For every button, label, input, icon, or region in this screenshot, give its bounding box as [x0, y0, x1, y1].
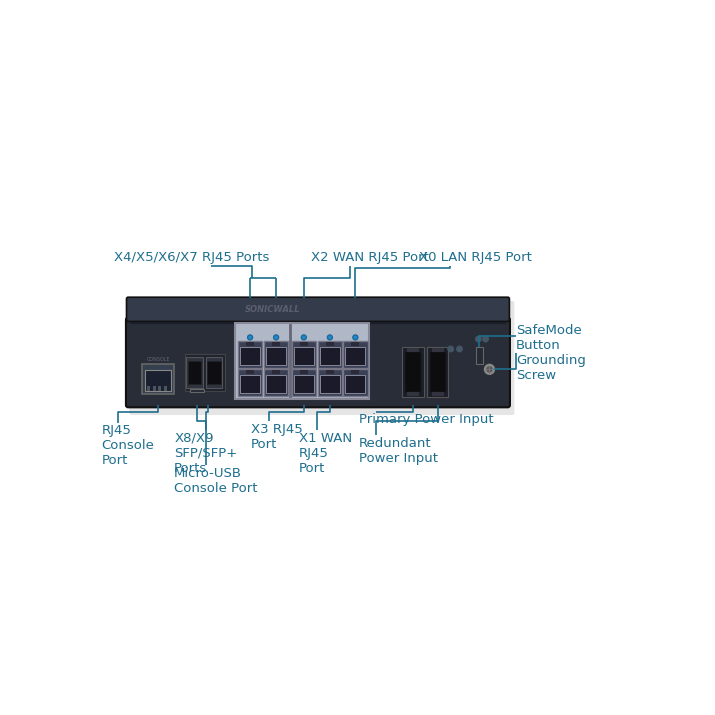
Bar [428, 347, 448, 397]
Circle shape [485, 365, 495, 374]
Text: X3 RJ45
Port: X3 RJ45 Port [251, 423, 303, 450]
Bar [343, 370, 368, 396]
Bar [432, 348, 444, 352]
Text: X0 LAN RJ45 Port: X0 LAN RJ45 Port [419, 251, 532, 264]
Bar [238, 341, 262, 368]
Bar [188, 360, 202, 384]
Bar [207, 360, 221, 384]
Bar [266, 347, 286, 365]
Bar [266, 375, 286, 393]
Bar [142, 364, 174, 394]
Bar [264, 341, 288, 368]
Bar [238, 370, 262, 396]
Bar [264, 370, 288, 396]
Bar [144, 370, 172, 391]
FancyBboxPatch shape [127, 297, 509, 322]
Circle shape [275, 336, 277, 338]
Bar [206, 358, 222, 388]
Bar [300, 370, 307, 374]
Text: RJ45
Console
Port: RJ45 Console Port [102, 425, 154, 468]
Text: SONICWALL: SONICWALL [245, 305, 300, 314]
Bar [352, 370, 359, 374]
Circle shape [301, 335, 306, 340]
Circle shape [327, 335, 332, 340]
Bar [292, 341, 316, 368]
Text: Primary Power Input: Primary Power Input [359, 413, 494, 426]
Bar [294, 375, 314, 393]
Circle shape [302, 336, 305, 338]
Bar [246, 370, 254, 374]
Text: Micro-USB
Console Port: Micro-USB Console Port [174, 467, 257, 495]
Text: SafeMode
Button: SafeMode Button [516, 324, 582, 352]
Bar [407, 348, 419, 352]
Bar [272, 342, 280, 345]
Bar [246, 342, 254, 345]
Text: X8/X9
SFP/SFP+
Ports: X8/X9 SFP/SFP+ Ports [174, 432, 237, 475]
Bar [190, 388, 204, 393]
Bar [300, 342, 307, 345]
Bar [476, 347, 483, 364]
Bar [164, 386, 167, 391]
Circle shape [475, 336, 481, 342]
Bar [184, 354, 225, 391]
Bar [292, 370, 316, 396]
Bar [403, 347, 423, 397]
Bar [187, 358, 203, 388]
Bar [343, 341, 368, 368]
Bar [294, 347, 314, 365]
Bar [240, 375, 260, 393]
Bar [317, 370, 342, 396]
FancyBboxPatch shape [126, 317, 510, 408]
Circle shape [329, 336, 331, 338]
Circle shape [448, 346, 453, 352]
Text: X4/X5/X6/X7 RJ45 Ports: X4/X5/X6/X7 RJ45 Ports [114, 251, 270, 264]
Circle shape [274, 335, 279, 340]
Bar [320, 375, 340, 393]
FancyBboxPatch shape [129, 301, 514, 415]
Bar [326, 370, 334, 374]
Bar [317, 341, 342, 368]
Bar [345, 347, 365, 365]
Circle shape [353, 335, 358, 340]
Text: Redundant
Power Input: Redundant Power Input [359, 437, 438, 465]
Bar [235, 322, 369, 398]
Bar [432, 393, 444, 396]
Text: CONSOLE: CONSOLE [147, 357, 170, 362]
Bar [430, 352, 446, 393]
Bar [352, 342, 359, 345]
Bar [407, 393, 419, 396]
Bar [147, 386, 150, 391]
Circle shape [247, 335, 252, 340]
Text: X2 WAN RJ45 Port: X2 WAN RJ45 Port [311, 251, 429, 264]
Bar [320, 347, 340, 365]
Circle shape [249, 336, 251, 338]
Circle shape [487, 367, 492, 372]
Text: Grounding
Screw: Grounding Screw [516, 355, 586, 383]
Bar [240, 347, 260, 365]
Bar [272, 370, 280, 374]
Bar [345, 375, 365, 393]
Bar [405, 352, 421, 393]
Circle shape [483, 336, 488, 342]
Bar [152, 386, 156, 391]
Circle shape [457, 346, 463, 352]
Bar [158, 386, 162, 391]
Bar [326, 342, 334, 345]
Text: X1 WAN
RJ45
Port: X1 WAN RJ45 Port [299, 432, 352, 475]
Circle shape [354, 336, 357, 338]
